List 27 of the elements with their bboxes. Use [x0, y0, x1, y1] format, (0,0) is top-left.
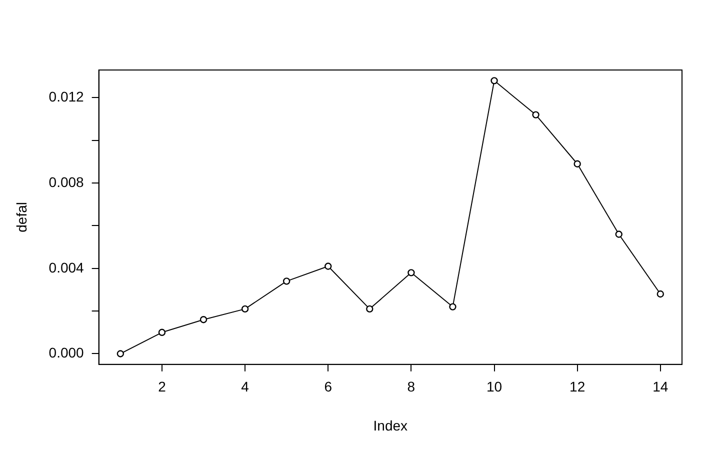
point — [116, 350, 124, 358]
y-tick-label: 0.000 — [48, 344, 84, 361]
point — [656, 290, 664, 298]
point — [366, 305, 374, 313]
point — [574, 160, 581, 168]
x-tick-label: 14 — [652, 378, 668, 395]
point — [158, 328, 166, 336]
point — [241, 305, 249, 313]
x-tick-label: 2 — [158, 378, 166, 395]
x-tick-label: 4 — [241, 378, 250, 395]
x-tick-label: 12 — [570, 378, 586, 395]
point — [200, 316, 208, 324]
x-tick-label: 6 — [324, 378, 332, 395]
y-tick-label: 0.008 — [48, 174, 84, 190]
y-tick-label: 0.012 — [48, 88, 84, 105]
y-axis-title: defal — [13, 202, 30, 232]
x-axis-title: Index — [373, 417, 408, 434]
point — [532, 111, 540, 118]
point — [449, 303, 456, 310]
point — [490, 77, 498, 84]
x-tick-label: 8 — [407, 378, 416, 395]
point — [408, 269, 415, 276]
point — [324, 262, 332, 270]
x-tick-label: 10 — [486, 378, 502, 395]
point — [282, 278, 290, 285]
point — [615, 230, 622, 238]
y-tick-label: 0.004 — [48, 259, 84, 276]
